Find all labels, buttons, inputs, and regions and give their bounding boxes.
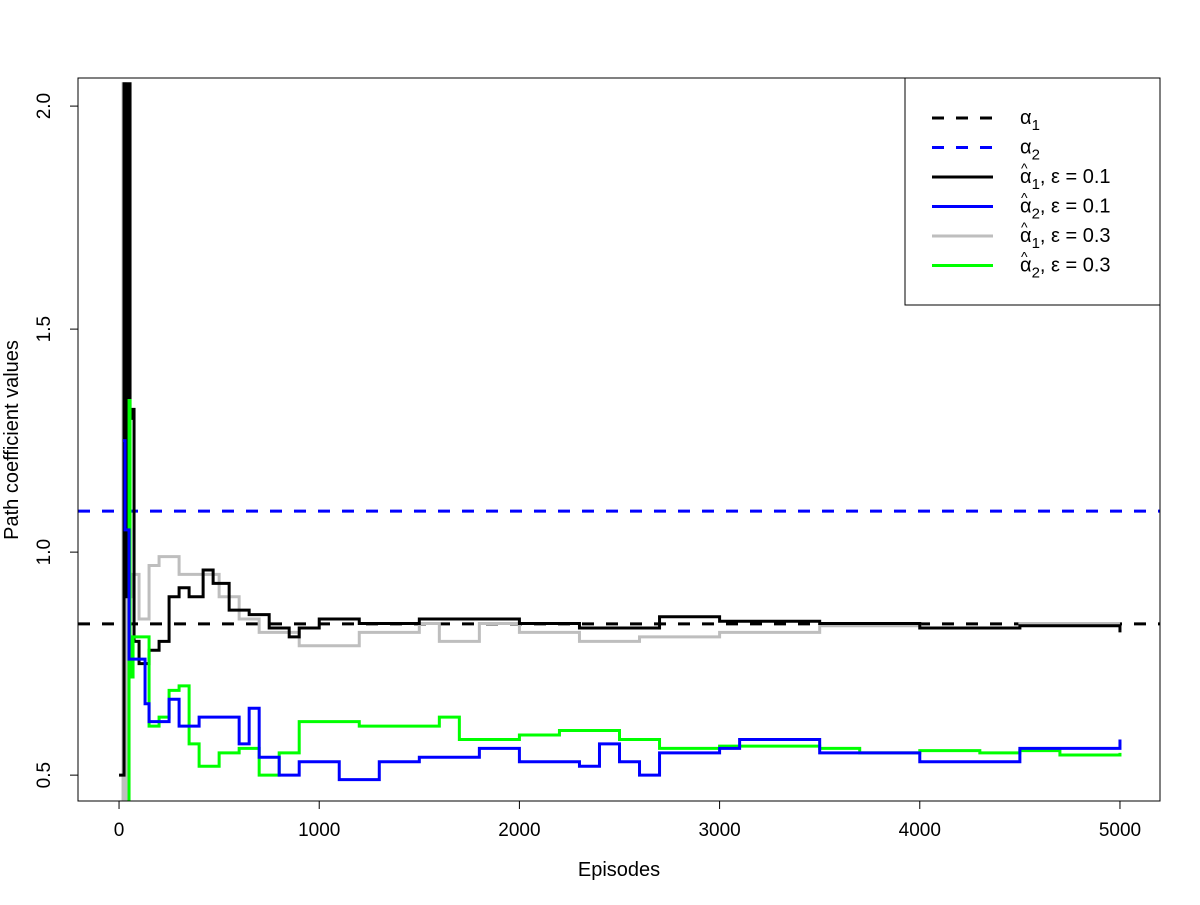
y-tick-label: 2.0: [34, 93, 55, 119]
x-tick-label: 1000: [298, 820, 340, 841]
legend-label: ^α1, ε = 0.3: [1020, 219, 1111, 252]
x-tick-label: 0: [114, 820, 125, 841]
y-tick-label: 1.0: [34, 539, 55, 565]
x-tick-label: 2000: [498, 820, 540, 841]
legend-label: ^α2, ε = 0.1: [1020, 190, 1111, 223]
y-tick-label: 1.5: [34, 316, 55, 342]
legend: α1 α2^α1, ε = 0.1^α2, ε = 0.1^α1, ε = 0.3…: [904, 77, 1161, 306]
plot-lines: [78, 82, 1160, 801]
legend-label: α2: [1020, 137, 1040, 164]
x-tick-label: 3000: [698, 820, 740, 841]
x-axis-label: Episodes: [578, 859, 660, 881]
legend-label: ^α2, ε = 0.3: [1020, 249, 1111, 282]
y-tick-label: 0.5: [34, 762, 55, 788]
x-tick-label: 4000: [899, 820, 941, 841]
legend-label: α1: [1020, 107, 1040, 134]
series-line-2: [123, 439, 1122, 782]
axes: 0 1000 2000 3000 4000 5000 0.5 1.0 1.5 2.0: [34, 93, 1141, 841]
y-axis-label: Path coefficient values: [1, 340, 23, 540]
x-tick-label: 5000: [1099, 820, 1141, 841]
legend-label: ^α1, ε = 0.1: [1020, 160, 1111, 193]
series-line-1: [119, 82, 1122, 777]
legend-box: [904, 77, 1161, 306]
series-line-4: [127, 398, 1122, 801]
